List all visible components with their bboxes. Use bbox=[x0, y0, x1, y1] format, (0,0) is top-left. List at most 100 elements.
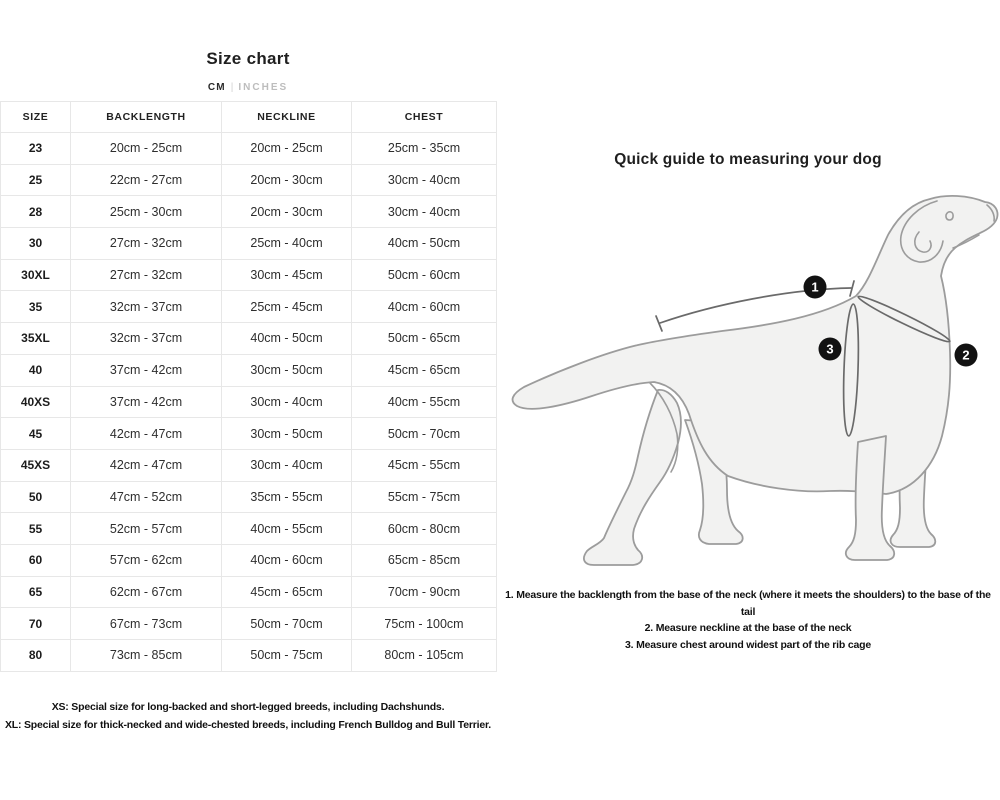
range-cell: 30cm - 40cm bbox=[351, 195, 497, 229]
range-cell: 25cm - 30cm bbox=[70, 195, 222, 229]
range-cell: 40cm - 60cm bbox=[351, 290, 497, 324]
size-cell: 60 bbox=[0, 543, 71, 577]
range-cell: 20cm - 25cm bbox=[70, 132, 222, 165]
table-row: 28 25cm - 30cm 20cm - 30cm 30cm - 40cm bbox=[0, 195, 497, 229]
dog-ear-icon bbox=[899, 200, 944, 263]
chest-measure-loop bbox=[842, 303, 860, 437]
size-chart-title: Size chart bbox=[206, 49, 290, 68]
range-cell: 40cm - 50cm bbox=[221, 322, 352, 355]
backlength-measure-line bbox=[659, 287, 852, 324]
size-chart-panel: Size chart CM | INCHES SIZE BACKLENGTH NEC… bbox=[0, 0, 497, 800]
size-cell: 55 bbox=[0, 512, 71, 545]
dog-near-rear-leg bbox=[583, 389, 682, 566]
size-cell: 45 bbox=[0, 417, 71, 450]
table-row: 60 57cm - 62cm 40cm - 60cm 65cm - 85cm bbox=[0, 543, 497, 577]
range-cell: 75cm - 100cm bbox=[351, 607, 497, 640]
table-row: 50 47cm - 52cm 35cm - 55cm 55cm - 75cm bbox=[0, 480, 497, 514]
range-cell: 57cm - 62cm bbox=[70, 543, 222, 577]
column-header-neckline: NECKLINE bbox=[221, 101, 352, 133]
range-cell: 35cm - 55cm bbox=[221, 480, 352, 514]
marker-2-number: 2 bbox=[962, 348, 969, 363]
marker-1-circle bbox=[803, 275, 827, 299]
range-cell: 27cm - 32cm bbox=[70, 258, 222, 292]
range-cell: 80cm - 105cm bbox=[351, 639, 497, 672]
dog-thigh-line bbox=[649, 382, 679, 473]
size-cell: 45XS bbox=[0, 448, 71, 482]
footnote-xl: XL: Special size for thick-necked and wi… bbox=[4, 718, 492, 731]
table-row: 35XL 32cm - 37cm 40cm - 50cm 50cm - 65cm bbox=[0, 322, 497, 355]
unit-divider: | bbox=[230, 82, 234, 93]
marker-1-number: 1 bbox=[811, 280, 818, 295]
range-cell: 50cm - 60cm bbox=[351, 258, 497, 292]
range-cell: 37cm - 42cm bbox=[70, 385, 222, 419]
table-row: 30 27cm - 32cm 25cm - 40cm 40cm - 50cm bbox=[0, 227, 497, 260]
marker-3-circle bbox=[818, 337, 842, 361]
range-cell: 30cm - 50cm bbox=[221, 353, 352, 387]
range-cell: 30cm - 45cm bbox=[221, 258, 352, 292]
range-cell: 40cm - 50cm bbox=[351, 227, 497, 260]
marker-3-number: 3 bbox=[826, 342, 833, 357]
unit-inches-option[interactable]: INCHES bbox=[238, 82, 289, 93]
dog-nose-line bbox=[986, 204, 995, 222]
range-cell: 67cm - 73cm bbox=[70, 607, 222, 640]
range-cell: 50cm - 75cm bbox=[221, 639, 352, 672]
table-row: 45XS 42cm - 47cm 30cm - 40cm 45cm - 55cm bbox=[0, 448, 497, 482]
range-cell: 70cm - 90cm bbox=[351, 575, 497, 609]
range-cell: 20cm - 30cm bbox=[221, 163, 352, 197]
table-row: 40 37cm - 42cm 30cm - 50cm 45cm - 65cm bbox=[0, 353, 497, 387]
unit-toggle: CM | INCHES bbox=[0, 82, 496, 93]
range-cell: 30cm - 40cm bbox=[221, 448, 352, 482]
table-row: 80 73cm - 85cm 50cm - 75cm 80cm - 105cm bbox=[0, 639, 497, 672]
range-cell: 60cm - 80cm bbox=[351, 512, 497, 545]
size-cell: 40XS bbox=[0, 385, 71, 419]
size-cell: 80 bbox=[0, 639, 71, 672]
table-row: 70 67cm - 73cm 50cm - 70cm 75cm - 100cm bbox=[0, 607, 497, 640]
column-header-backlength: BACKLENGTH bbox=[70, 101, 222, 133]
footnote-xs: XS: Special size for long-backed and sho… bbox=[51, 701, 445, 713]
table-row: 25 22cm - 27cm 20cm - 30cm 30cm - 40cm bbox=[0, 163, 497, 197]
range-cell: 22cm - 27cm bbox=[70, 163, 222, 197]
size-table: SIZE BACKLENGTH NECKLINE CHEST 23 20cm - … bbox=[0, 101, 497, 672]
dog-mouth-line bbox=[952, 234, 980, 249]
range-cell: 50cm - 70cm bbox=[221, 607, 352, 640]
guide-instructions: 1. Measure the backlength from the base … bbox=[498, 587, 998, 653]
range-cell: 65cm - 85cm bbox=[351, 543, 497, 577]
guide-title: Quick guide to measuring your dog bbox=[614, 151, 882, 168]
range-cell: 40cm - 60cm bbox=[221, 543, 352, 577]
range-cell: 27cm - 32cm bbox=[70, 227, 222, 260]
table-header-row: SIZE BACKLENGTH NECKLINE CHEST bbox=[0, 101, 497, 133]
dog-body-outline bbox=[511, 195, 999, 495]
range-cell: 42cm - 47cm bbox=[70, 448, 222, 482]
range-cell: 32cm - 37cm bbox=[70, 290, 222, 324]
unit-cm-option[interactable]: CM bbox=[207, 82, 226, 93]
range-cell: 45cm - 65cm bbox=[351, 353, 497, 387]
range-cell: 50cm - 70cm bbox=[351, 417, 497, 450]
size-cell: 28 bbox=[0, 195, 71, 229]
size-cell: 25 bbox=[0, 163, 71, 197]
table-row: 45 42cm - 47cm 30cm - 50cm 50cm - 70cm bbox=[0, 417, 497, 450]
range-cell: 30cm - 50cm bbox=[221, 417, 352, 450]
range-cell: 32cm - 37cm bbox=[70, 322, 222, 355]
range-cell: 30cm - 40cm bbox=[221, 385, 352, 419]
size-chart-footnotes: XS: Special size for long-backed and sho… bbox=[0, 699, 496, 734]
range-cell: 45cm - 55cm bbox=[351, 448, 497, 482]
marker-1: 1 bbox=[803, 275, 827, 299]
range-cell: 42cm - 47cm bbox=[70, 417, 222, 450]
size-cell: 30XL bbox=[0, 258, 71, 292]
dog-near-front-leg bbox=[844, 435, 896, 561]
range-cell: 30cm - 40cm bbox=[351, 163, 497, 197]
instruction-neckline: 2. Measure neckline at the base of the n… bbox=[644, 622, 852, 634]
range-cell: 62cm - 67cm bbox=[70, 575, 222, 609]
backlength-tick-right bbox=[849, 280, 855, 297]
size-table-body: 23 20cm - 25cm 20cm - 25cm 25cm - 35cm 25 22c… bbox=[0, 132, 497, 672]
size-cell: 35XL bbox=[0, 322, 71, 355]
range-cell: 20cm - 25cm bbox=[221, 132, 352, 165]
dog-far-rear-leg bbox=[684, 419, 744, 545]
instruction-backlength: 1. Measure the backlength from the base … bbox=[505, 589, 991, 618]
marker-2: 2 bbox=[954, 343, 978, 367]
dog-illustration: 1 2 3 bbox=[511, 195, 999, 566]
backlength-tick-left bbox=[655, 315, 663, 332]
neckline-measure-loop bbox=[857, 295, 951, 343]
column-header-chest: CHEST bbox=[351, 101, 497, 133]
